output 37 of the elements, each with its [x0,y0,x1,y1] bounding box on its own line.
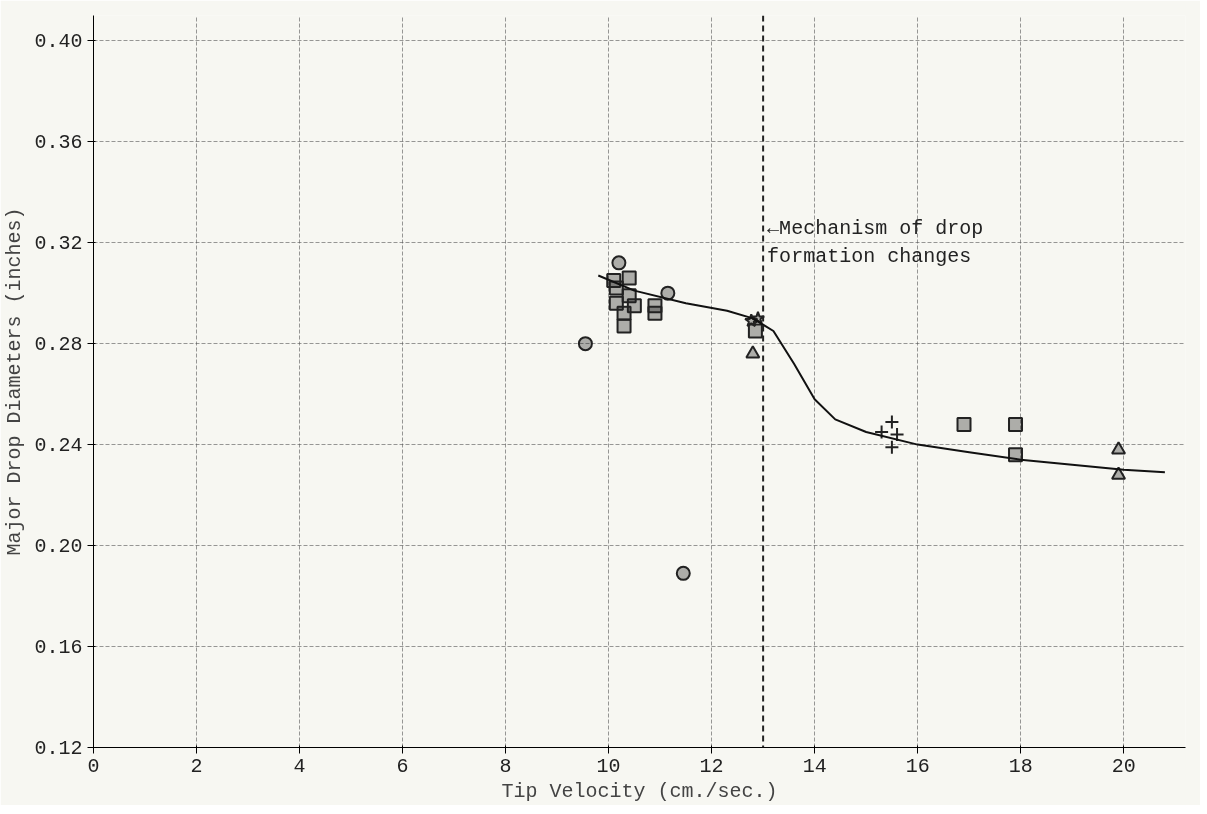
y-tick-label: 0.12 [34,737,83,760]
x-tick-label: 4 [293,754,306,778]
y-tick-label: 0.28 [34,333,83,357]
point [874,424,890,440]
x-tick-label: 12 [699,754,724,778]
x-tick-label: 0 [87,754,100,778]
point [647,305,663,321]
y-tick-label: 0.16 [34,636,83,660]
x-axis-title: Tip Velocity (cm./sec.) [501,779,778,803]
point [884,439,900,455]
x-tick-label: 14 [802,754,827,778]
point [616,318,632,334]
x-tick-label: 18 [1008,754,1033,778]
point [577,336,593,352]
point [1111,466,1127,480]
y-tick-label: 0.20 [34,535,83,559]
x-tick-label: 10 [596,754,621,778]
x-tick-label: 8 [499,754,512,778]
x-tick-label: 6 [396,754,409,778]
y-tick-label: 0.24 [34,434,83,458]
y-axis-title: Major Drop Diameters (inches) [3,207,27,556]
point [611,255,627,271]
x-tick-label: 16 [905,754,930,778]
point [956,416,972,432]
point [745,345,761,359]
x-tick-label: 2 [190,754,203,778]
x-tick-label: 20 [1111,754,1136,778]
point [1008,416,1024,432]
point [884,414,900,430]
y-tick-label: 0.32 [34,232,83,256]
point [621,270,637,286]
y-tick-label: 0.40 [34,30,83,54]
point [889,427,905,443]
y-tick-label: 0.36 [34,131,83,155]
point [675,565,691,581]
point [1111,441,1127,455]
annotation: ←Mechanism of drop formation changes [767,217,984,268]
